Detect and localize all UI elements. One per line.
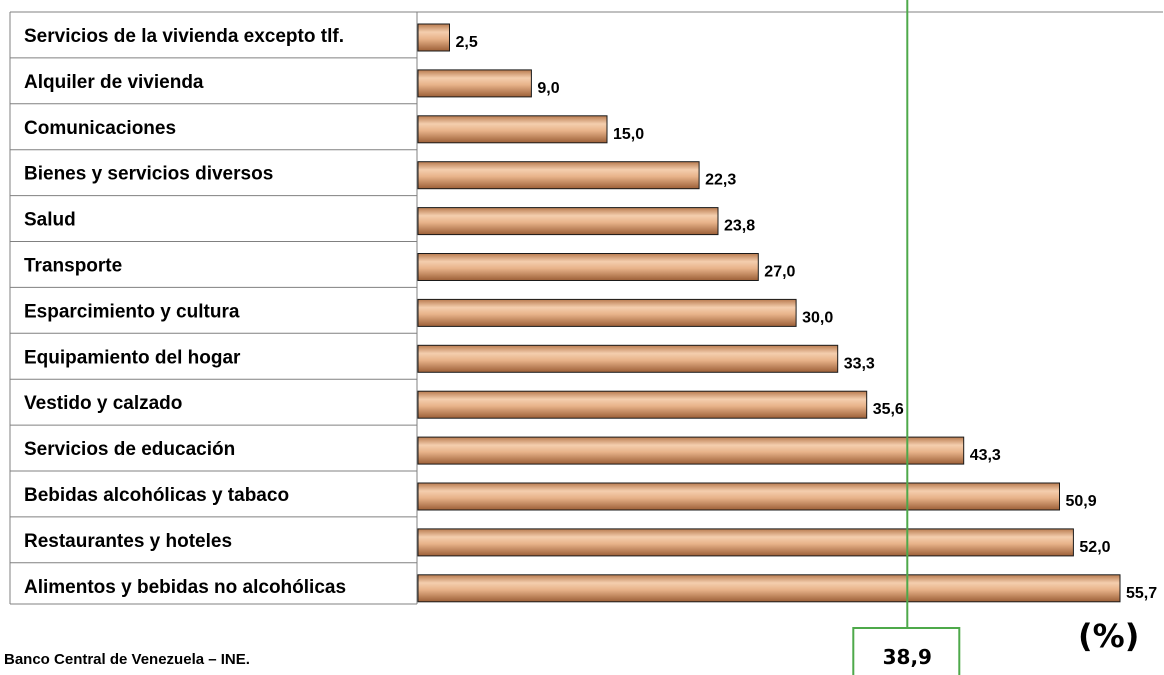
category-label: Alquiler de vivienda [24,72,204,93]
value-label: 23,8 [724,218,755,235]
value-label: 52,0 [1079,539,1110,556]
bar [417,69,532,98]
source-note: ente: Banco Central de Venezuela – INE. [0,651,250,668]
value-labels: 2,5 9,0 15,0 22,3 23,8 27,0 30,0 33,3 35,6 43,3 50… [456,34,1158,602]
value-label: 15,0 [613,126,644,143]
value-label: 30,0 [802,309,833,326]
value-label: 55,7 [1126,585,1157,602]
category-label: Comunicaciones [24,118,176,139]
category-label: Servicios de la vivienda excepto tlf. [24,26,344,47]
bar [417,115,608,144]
category-label: Transporte [24,256,122,277]
category-label: Bienes y servicios diversos [24,164,273,185]
value-label: 27,0 [764,264,795,281]
category-label: Salud [24,210,76,231]
category-label: Servicios de educación [24,439,235,460]
bar [417,298,797,327]
bar [417,207,719,236]
average-label-box [852,627,961,675]
category-label: Esparcimiento y cultura [24,301,240,322]
average-label: 38,9 [883,645,932,669]
category-label: Restaurantes y hoteles [24,531,232,552]
category-label: Vestido y calzado [24,393,182,414]
value-label: 9,0 [537,80,559,97]
value-label: 33,3 [844,355,875,372]
bar [417,436,965,465]
value-label: 50,9 [1066,493,1097,510]
value-label: 22,3 [705,172,736,189]
category-label: Bebidas alcohólicas y tabaco [24,485,289,506]
value-label: 43,3 [970,447,1001,464]
bars-layer [417,23,1121,603]
category-labels: Servicios de la vivienda excepto tlf. Alq… [10,26,417,598]
bar [417,253,759,281]
bar [417,574,1121,603]
unit-label: (%) [1078,617,1139,655]
category-label: Alimentos y bebidas no alcohólicas [24,577,346,598]
bar [417,344,839,373]
value-label: 35,6 [873,401,904,418]
bar [417,161,700,190]
bar [417,482,1060,511]
bar [417,528,1074,557]
category-label: Equipamiento del hogar [24,347,241,368]
bar [417,23,450,52]
bar [417,390,868,419]
value-label: 2,5 [456,34,478,51]
